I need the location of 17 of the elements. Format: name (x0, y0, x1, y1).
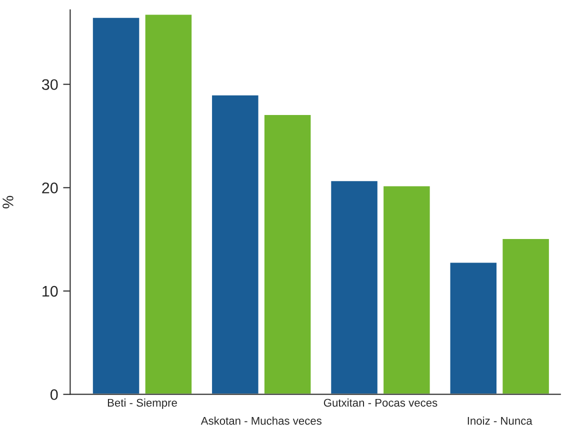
bar (501, 238, 550, 394)
bar (448, 261, 498, 394)
bar (330, 180, 379, 394)
bar (263, 114, 312, 394)
x-tick-label: Gutxitan - Pocas veces (324, 398, 438, 407)
y-axis-title: % (2, 196, 14, 208)
y-tick-label: 10 (42, 286, 58, 297)
x-tick-label: Beti - Siempre (108, 398, 177, 409)
x-tick-label: Inoiz - Nunca (468, 416, 532, 425)
y-tick-label: 30 (42, 79, 58, 90)
bar (144, 13, 193, 394)
bar (210, 94, 260, 394)
x-tick-label: Askotan - Muchas veces (200, 416, 322, 425)
y-tick-label: 0 (50, 389, 58, 400)
y-tick-label: 20 (42, 182, 58, 194)
bar (382, 184, 432, 394)
bar (92, 16, 141, 394)
